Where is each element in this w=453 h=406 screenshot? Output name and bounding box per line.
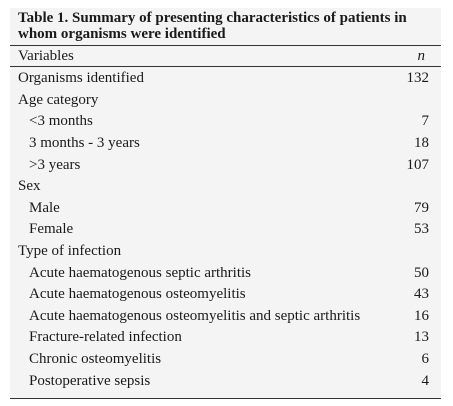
row-value: 6 xyxy=(421,351,430,368)
table-row: Fracture-related infection 13 xyxy=(10,327,441,349)
row-label: Type of infection xyxy=(18,243,122,260)
header-variables: Variables xyxy=(18,47,74,64)
row-value: 18 xyxy=(414,135,429,152)
row-value: 16 xyxy=(414,307,429,324)
table-body: Organisms identified 132 Age category <3 mo… xyxy=(10,67,441,392)
row-value: 132 xyxy=(406,70,430,87)
table-row: <3 months 7 xyxy=(10,111,441,133)
table-row: Acute haematogenous osteomyelitis 43 xyxy=(10,284,441,306)
row-label: Acute haematogenous osteomyelitis xyxy=(29,286,246,303)
row-value: 53 xyxy=(414,221,429,238)
table-row: Female 53 xyxy=(10,219,441,241)
row-label: Female xyxy=(29,221,74,238)
row-label: 3 months - 3 years xyxy=(29,135,140,152)
row-label: Sex xyxy=(18,178,41,195)
table-row: Acute haematogenous septic arthritis 50 xyxy=(10,262,441,284)
table-row: Postoperative sepsis 4 xyxy=(10,370,441,392)
row-label: Acute haematogenous septic arthritis xyxy=(29,264,252,281)
row-value: 107 xyxy=(406,156,430,173)
table-row: Age category xyxy=(10,90,441,112)
table-row: Organisms identified 132 xyxy=(10,68,441,90)
caption-divider xyxy=(10,45,441,46)
row-value: 13 xyxy=(414,329,429,346)
table-header-row: Variables n xyxy=(10,46,441,67)
caption-line-2: whom organisms were identified xyxy=(18,26,226,42)
row-value: 50 xyxy=(414,264,429,281)
row-label: Age category xyxy=(18,91,99,108)
row-label: Postoperative sepsis xyxy=(29,372,151,389)
row-value: 7 xyxy=(421,113,430,130)
row-label: Fracture-related infection xyxy=(29,329,182,346)
table-row: Acute haematogenous osteomyelitis and se… xyxy=(10,306,441,328)
table-row: Sex xyxy=(10,176,441,198)
row-label: Acute haematogenous osteomyelitis and se… xyxy=(29,307,361,324)
row-label: Chronic osteomyelitis xyxy=(29,351,162,368)
summary-table: Table 1. Summary of presenting character… xyxy=(10,8,441,399)
row-label: >3 years xyxy=(29,156,81,173)
row-value: 43 xyxy=(414,286,429,303)
row-value: 79 xyxy=(414,199,429,216)
header-n: n xyxy=(417,47,426,64)
row-label: <3 months xyxy=(29,113,93,130)
row-label: Male xyxy=(29,199,60,216)
table-row: 3 months - 3 years 18 xyxy=(10,133,441,155)
table-caption: Table 1. Summary of presenting character… xyxy=(10,8,441,42)
table-row: Male 79 xyxy=(10,198,441,220)
row-label: Organisms identified xyxy=(18,70,144,87)
table-row: Chronic osteomyelitis 6 xyxy=(10,349,441,371)
row-value: 4 xyxy=(421,372,430,389)
table-row: Type of infection xyxy=(10,241,441,263)
table-row: >3 years 107 xyxy=(10,154,441,176)
caption-line-1: Table 1. Summary of presenting character… xyxy=(18,10,407,26)
